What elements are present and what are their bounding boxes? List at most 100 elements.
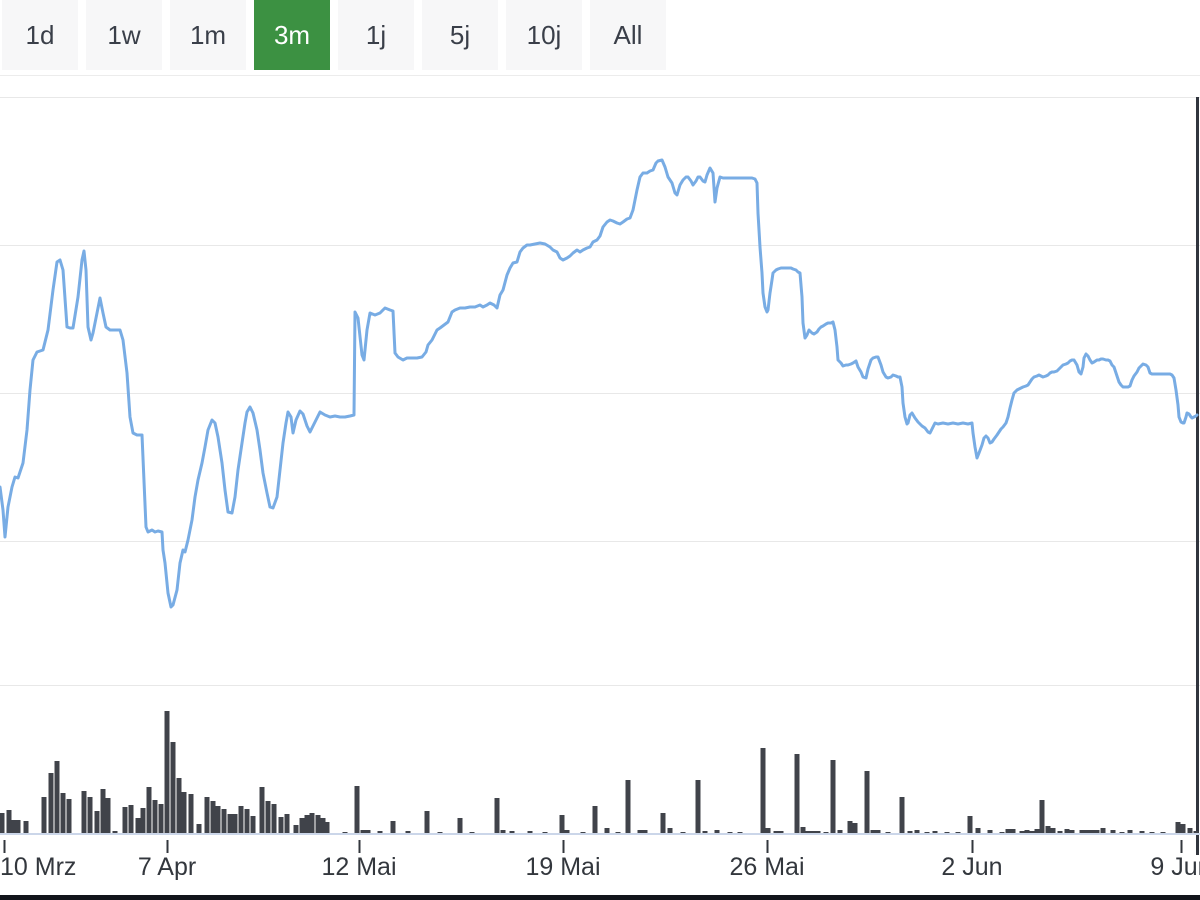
volume-bar [181, 792, 187, 834]
volume-bar [304, 815, 310, 834]
range-button-all[interactable]: All [590, 0, 666, 70]
volume-bar [714, 830, 720, 834]
volume-bar [204, 797, 210, 834]
volume-bar [494, 798, 500, 834]
volume-bar [41, 797, 47, 834]
volume-bar [265, 801, 271, 834]
volume-bar [815, 831, 821, 834]
volume-bar [875, 830, 881, 834]
volume-bar [794, 754, 800, 834]
volume-bar [1110, 830, 1116, 834]
range-button-1d[interactable]: 1d [2, 0, 78, 70]
volume-bar [158, 804, 164, 834]
volume-bar [293, 825, 299, 834]
volume-bar [66, 799, 72, 834]
volume-bar [667, 828, 673, 834]
volume-bar [592, 806, 598, 834]
volume-bar [1100, 828, 1106, 834]
volume-bar [1084, 830, 1090, 834]
price-line [0, 158, 1199, 609]
volume-bar [176, 778, 182, 834]
range-button-3m[interactable]: 3m [254, 0, 330, 70]
volume-bar [81, 791, 87, 834]
volume-bar [1139, 831, 1145, 834]
volume-bar [1193, 831, 1199, 834]
volume-bar [360, 830, 366, 834]
x-axis-layer: 10 Mrz 7 Apr 12 Mai 19 Mai 26 Mai 2 Jun 9 Jun [0, 840, 1200, 881]
range-button-1j[interactable]: 1j [338, 0, 414, 70]
volume-bar [1079, 830, 1085, 834]
volume-bar [642, 830, 648, 834]
volume-bar [1034, 829, 1040, 834]
volume-bar [778, 831, 784, 834]
volume-bars-layer [0, 711, 1200, 835]
range-button-1w[interactable]: 1w [86, 0, 162, 70]
volume-bar [271, 804, 277, 834]
volume-bar [299, 818, 305, 834]
volume-bar [760, 748, 766, 834]
volume-bar [1024, 830, 1030, 834]
volume-bar [215, 806, 221, 834]
volume-bar [1019, 831, 1025, 834]
volume-bar [424, 811, 430, 834]
plot-right-border [1196, 97, 1199, 855]
volume-bar [6, 810, 12, 834]
volume-bar [1180, 824, 1186, 834]
volume-bar [1175, 822, 1181, 834]
range-button-1m[interactable]: 1m [170, 0, 246, 70]
volume-bar [907, 831, 913, 834]
volume-bar [135, 818, 141, 834]
volume-bar [170, 742, 176, 834]
volume-bar [660, 813, 666, 834]
volume-bar [259, 787, 265, 834]
volume-bar [309, 813, 315, 834]
x-axis-label: 2 Jun [941, 853, 1002, 881]
volume-bar [11, 820, 17, 834]
volume-bar [284, 814, 290, 834]
volume-bar [625, 780, 631, 834]
volume-bar [278, 817, 284, 834]
volume-bar [122, 807, 128, 834]
volume-bar [914, 830, 920, 834]
gridlines-layer [0, 97, 1200, 855]
x-axis-label: 12 Mai [321, 853, 396, 881]
volume-bar [864, 771, 870, 834]
volume-bar [847, 821, 853, 834]
volume-bar [852, 823, 858, 834]
volume-bar [164, 711, 170, 834]
volume-bar [1057, 831, 1063, 834]
x-axis-label: 19 Mai [525, 853, 600, 881]
volume-bar [112, 831, 118, 834]
volume-bar [637, 830, 643, 834]
volume-bar [405, 831, 411, 834]
volume-bar [221, 809, 227, 834]
range-button-10j[interactable]: 10j [506, 0, 582, 70]
volume-bar [105, 798, 111, 834]
range-button-5j[interactable]: 5j [422, 0, 498, 70]
volume-bar [250, 816, 256, 834]
volume-bar [0, 813, 5, 834]
toolbar-divider [0, 75, 1200, 76]
volume-bar [564, 830, 570, 834]
price-line-layer [0, 158, 1199, 609]
volume-bar [140, 808, 146, 834]
volume-bar [765, 828, 771, 834]
x-axis-label: 9 Jun [1150, 853, 1200, 881]
volume-bar [1089, 830, 1095, 834]
volume-bar [1187, 828, 1193, 834]
volume-bar [987, 830, 993, 834]
volume-bar [604, 828, 610, 834]
volume-bar [48, 773, 54, 834]
volume-bar [315, 815, 321, 834]
volume-bar [805, 831, 811, 834]
volume-bar [1069, 830, 1075, 834]
volume-bar [365, 830, 371, 834]
volume-bar [324, 822, 330, 834]
volume-bar [320, 818, 326, 834]
volume-bar [500, 830, 506, 834]
volume-bar [1094, 830, 1100, 834]
volume-bar [232, 814, 238, 834]
volume-bar [932, 831, 938, 834]
